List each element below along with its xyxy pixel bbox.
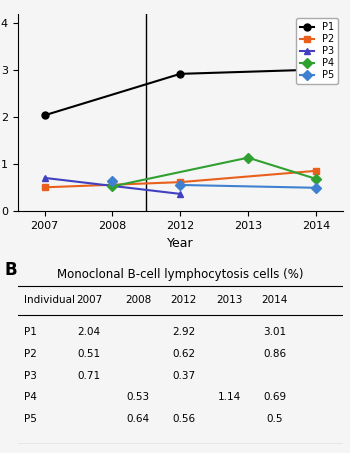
Text: 0.71: 0.71 (78, 371, 101, 381)
P3 (43, 175, 47, 181)
Text: 2007: 2007 (76, 295, 102, 305)
Text: 2008: 2008 (125, 295, 151, 305)
Text: 2013: 2013 (216, 295, 242, 305)
Text: 2012: 2012 (170, 295, 197, 305)
Text: 0.62: 0.62 (172, 349, 195, 359)
Text: P3: P3 (24, 371, 37, 381)
P4 (246, 155, 250, 160)
Text: 0.5: 0.5 (266, 414, 283, 424)
Text: P1: P1 (24, 328, 37, 337)
P3 (178, 191, 182, 197)
Text: 1.14: 1.14 (217, 392, 241, 402)
P2 (314, 168, 318, 173)
Legend: P1, P2, P3, P4, P5: P1, P2, P3, P4, P5 (296, 19, 338, 84)
Text: Individual: Individual (24, 295, 75, 305)
P1 (178, 71, 182, 77)
Text: P4: P4 (24, 392, 37, 402)
Text: B: B (5, 260, 17, 279)
P1 (43, 112, 47, 118)
Line: P1: P1 (41, 66, 319, 119)
Line: P3: P3 (41, 174, 184, 198)
Text: 0.64: 0.64 (126, 414, 149, 424)
Text: 0.69: 0.69 (263, 392, 286, 402)
P2 (43, 185, 47, 190)
Text: 2014: 2014 (261, 295, 288, 305)
Text: 2.92: 2.92 (172, 328, 195, 337)
Line: P4: P4 (109, 154, 319, 190)
Text: Monoclonal B-cell lymphocytosis cells (%): Monoclonal B-cell lymphocytosis cells (%… (57, 268, 303, 281)
Text: 0.53: 0.53 (126, 392, 149, 402)
Text: P2: P2 (24, 349, 37, 359)
Text: P5: P5 (24, 414, 37, 424)
Text: 0.86: 0.86 (263, 349, 286, 359)
Text: 2.04: 2.04 (78, 328, 101, 337)
P1 (314, 67, 318, 72)
P2 (178, 179, 182, 185)
Text: 0.56: 0.56 (172, 414, 195, 424)
P4 (110, 183, 114, 189)
P4 (314, 176, 318, 182)
X-axis label: Year: Year (167, 236, 194, 250)
Text: 3.01: 3.01 (263, 328, 286, 337)
Text: 0.37: 0.37 (172, 371, 195, 381)
Text: 0.51: 0.51 (78, 349, 101, 359)
Line: P2: P2 (41, 167, 319, 191)
